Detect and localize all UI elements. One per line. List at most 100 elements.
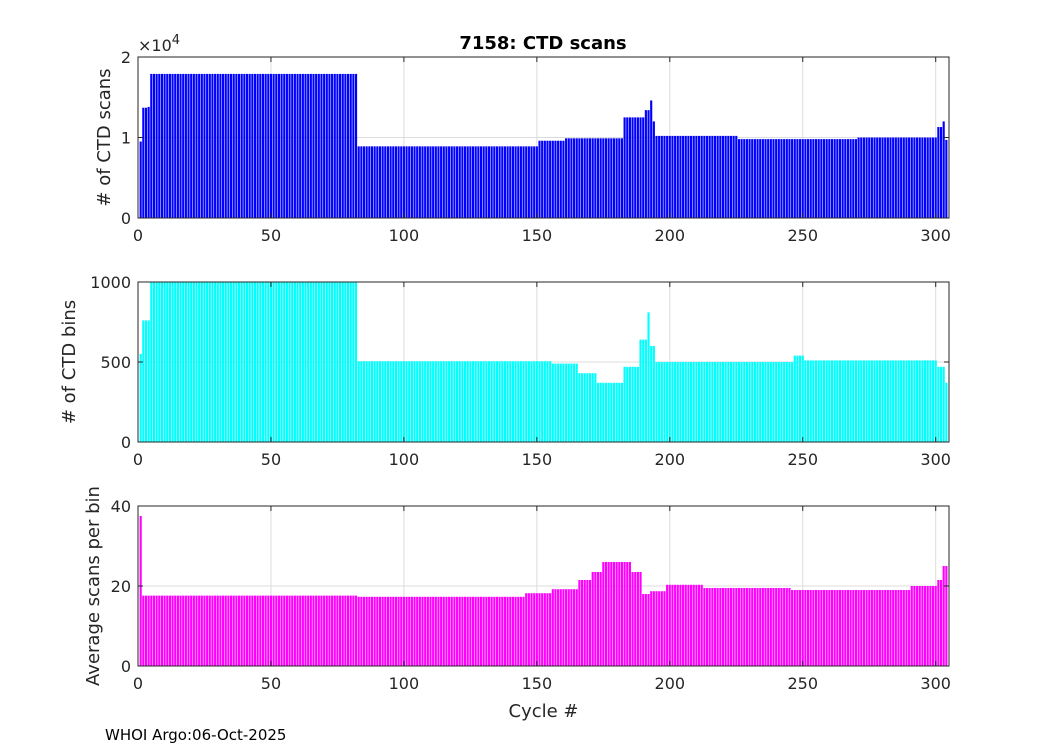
bar [878, 137, 881, 218]
bar [929, 586, 932, 666]
bar [222, 595, 225, 666]
bar [575, 589, 578, 666]
bar [386, 361, 390, 442]
bar [509, 361, 512, 442]
bar [692, 584, 695, 666]
bar [586, 138, 589, 218]
y-tick-label: 40 [111, 497, 131, 516]
bar [487, 596, 491, 666]
bar [541, 361, 544, 442]
bar [519, 146, 522, 218]
bar [232, 282, 235, 442]
bar [692, 135, 695, 218]
bar [288, 282, 291, 442]
bar [573, 589, 576, 666]
bar [275, 73, 278, 218]
bar [450, 146, 453, 218]
bar [479, 596, 483, 666]
bar [825, 590, 828, 666]
bar [626, 562, 629, 666]
bar [482, 146, 485, 218]
bar [190, 595, 193, 666]
bar [206, 595, 209, 666]
bar [424, 361, 427, 442]
bar [485, 361, 488, 442]
bar [370, 146, 374, 218]
bar [756, 588, 759, 666]
bar [155, 595, 158, 666]
x-tick-label: 200 [655, 674, 686, 693]
bar [291, 282, 294, 442]
x-tick-label: 250 [787, 226, 818, 245]
bar [860, 590, 863, 666]
bar [323, 282, 326, 442]
bar [261, 595, 265, 666]
bar [889, 590, 892, 666]
bar [931, 586, 935, 666]
bar [139, 141, 142, 218]
bar [918, 360, 921, 442]
bar [285, 73, 288, 218]
bar [312, 73, 315, 218]
bar [937, 580, 940, 666]
bar [458, 146, 461, 218]
bar [418, 146, 421, 218]
bar [918, 586, 921, 666]
bar [410, 361, 413, 442]
bar-series [139, 282, 948, 442]
bar [235, 73, 238, 218]
bar [349, 595, 352, 666]
bar [937, 127, 940, 218]
bar [796, 590, 799, 666]
bar [230, 73, 233, 218]
bar [299, 73, 302, 218]
bar [437, 361, 440, 442]
bar [264, 595, 267, 666]
bar [362, 146, 366, 218]
bar [291, 73, 294, 218]
bar [554, 363, 557, 442]
bar [362, 596, 366, 666]
bar [884, 590, 887, 666]
bar [822, 139, 826, 218]
bar [604, 138, 608, 218]
bar [144, 595, 148, 666]
bar [740, 588, 743, 666]
bar [557, 363, 560, 442]
bar [280, 73, 283, 218]
bar [573, 138, 576, 218]
bar [203, 73, 206, 218]
x-tick-label: 150 [522, 450, 553, 469]
y-tick-label: 1000 [90, 273, 131, 292]
bar [511, 361, 514, 442]
bar [830, 139, 834, 218]
bar [474, 596, 477, 666]
bar [381, 361, 384, 442]
bar [743, 588, 746, 666]
bar [873, 590, 876, 666]
bar [152, 73, 156, 218]
bar [408, 361, 411, 442]
bar [817, 590, 820, 666]
bar [248, 595, 251, 666]
bar [139, 354, 142, 442]
bar [684, 584, 687, 666]
bar [219, 595, 222, 666]
bar [336, 282, 339, 442]
bar [469, 596, 472, 666]
bar [389, 146, 392, 218]
bar [168, 595, 171, 666]
chart-panel-2: 0 50 100 150 200 250 300 0 500 1000 # of CTD bins [59, 273, 951, 469]
bar [378, 361, 382, 442]
bar [700, 362, 703, 442]
bar [237, 73, 241, 218]
x-tick-label: 300 [920, 226, 951, 245]
bar [937, 366, 940, 442]
bar [631, 117, 634, 219]
bar [543, 140, 546, 218]
bar [519, 596, 522, 666]
bar [378, 146, 382, 218]
bar [267, 282, 270, 442]
bar [783, 588, 786, 666]
bar [652, 121, 655, 218]
